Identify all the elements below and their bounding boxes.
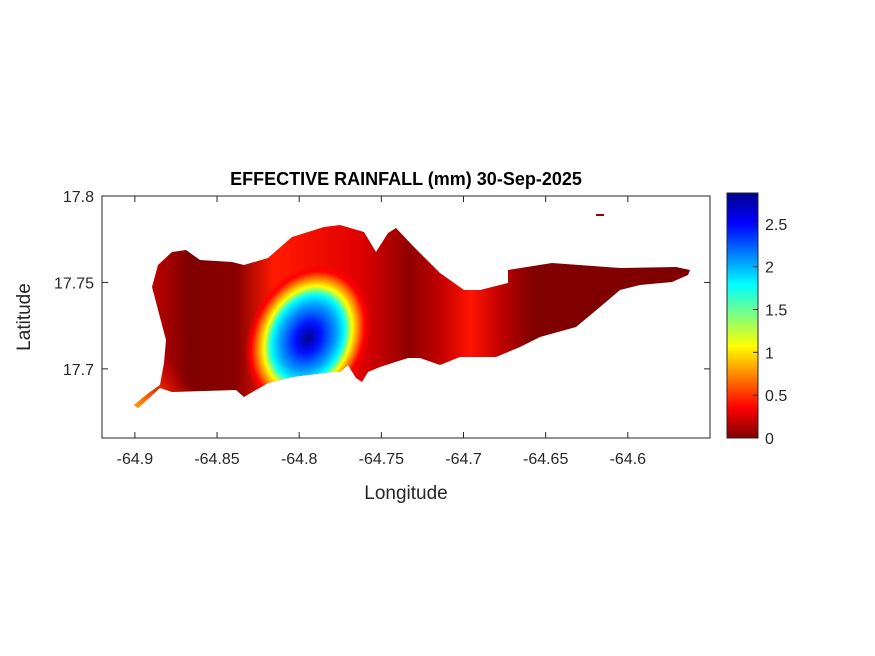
plot-area: -64.9 -64.85 -64.8 -64.75 -64.7 -64.65 -64.6 1…: [54, 189, 711, 468]
y-tick-label: 17.7: [63, 362, 94, 379]
axes-box: [101, 195, 711, 439]
colorbar-tick-label: 0.5: [765, 388, 787, 405]
colorbar-tick-label: 0: [765, 431, 774, 448]
x-tick-label: -64.7: [445, 451, 482, 468]
x-tick-label: -64.65: [523, 451, 568, 468]
x-tick-label: -64.75: [359, 451, 404, 468]
x-axis: -64.9 -64.85 -64.8 -64.75 -64.7 -64.65 -64.6: [117, 196, 647, 468]
colorbar-gradient: [727, 193, 758, 438]
colorbar-tick-label: 1.5: [765, 303, 787, 320]
x-axis-label: Longitude: [364, 483, 447, 504]
x-tick-label: -64.8: [281, 451, 318, 468]
chart-title: EFFECTIVE RAINFALL (mm) 30-Sep-2025: [230, 169, 582, 189]
y-tick-label: 17.8: [63, 189, 94, 206]
y-axis: 17.7 17.75 17.8: [54, 189, 710, 379]
x-tick-label: -64.6: [610, 451, 647, 468]
x-tick-label: -64.85: [194, 451, 239, 468]
x-tick-label: -64.9: [117, 451, 154, 468]
y-tick-label: 17.75: [54, 275, 94, 292]
colorbar-ticks: 0 0.5 1 1.5 2 2.5: [753, 217, 787, 448]
colorbar-box: [726, 192, 759, 439]
y-axis-label: Latitude: [14, 283, 35, 351]
colorbar-tick-label: 2.5: [765, 217, 787, 234]
colorbar-tick-label: 2: [765, 260, 774, 277]
islet: [596, 214, 604, 216]
colorbar-tick-label: 1: [765, 345, 774, 362]
colorbar: 0 0.5 1 1.5 2 2.5: [726, 192, 787, 448]
